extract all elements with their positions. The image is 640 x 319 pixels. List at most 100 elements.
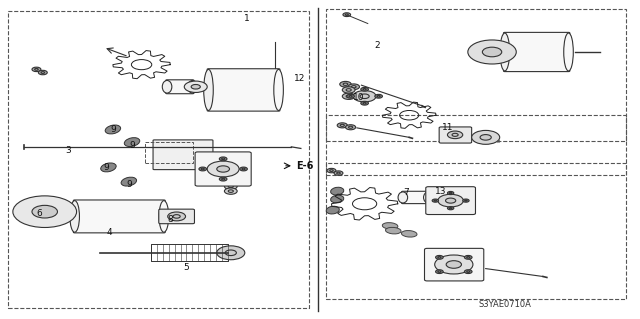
Ellipse shape <box>188 80 197 93</box>
Text: 4: 4 <box>107 228 113 237</box>
Circle shape <box>340 81 351 87</box>
Text: 6: 6 <box>36 209 42 218</box>
Text: 5: 5 <box>183 263 189 271</box>
Circle shape <box>222 180 227 183</box>
Circle shape <box>199 167 207 171</box>
Circle shape <box>218 178 231 185</box>
Circle shape <box>225 183 237 189</box>
Ellipse shape <box>500 33 509 71</box>
Text: E-6: E-6 <box>296 161 313 171</box>
FancyBboxPatch shape <box>439 127 472 143</box>
Ellipse shape <box>100 163 116 172</box>
Text: 13: 13 <box>435 187 447 196</box>
Circle shape <box>447 207 454 210</box>
Ellipse shape <box>163 80 172 93</box>
Ellipse shape <box>70 201 79 232</box>
Text: 7: 7 <box>403 188 409 197</box>
Text: S3YAE0710A: S3YAE0710A <box>478 300 531 309</box>
Circle shape <box>377 95 380 97</box>
Circle shape <box>363 102 366 104</box>
FancyBboxPatch shape <box>401 191 429 204</box>
Circle shape <box>191 85 200 89</box>
Circle shape <box>345 14 348 15</box>
Circle shape <box>207 161 239 177</box>
Circle shape <box>342 93 355 100</box>
Circle shape <box>465 270 472 273</box>
FancyBboxPatch shape <box>207 69 280 111</box>
Circle shape <box>445 198 456 203</box>
Circle shape <box>41 72 45 73</box>
Circle shape <box>337 172 340 174</box>
Circle shape <box>436 270 444 273</box>
Ellipse shape <box>401 231 417 237</box>
Circle shape <box>446 261 461 268</box>
Ellipse shape <box>105 125 120 134</box>
Circle shape <box>360 94 369 99</box>
Circle shape <box>436 256 444 259</box>
Circle shape <box>240 167 247 171</box>
Ellipse shape <box>331 187 344 195</box>
Ellipse shape <box>424 192 433 203</box>
Circle shape <box>483 47 502 57</box>
Circle shape <box>480 135 492 140</box>
Circle shape <box>351 85 356 88</box>
Text: ø: ø <box>497 139 500 144</box>
Circle shape <box>221 178 225 180</box>
Circle shape <box>330 170 333 171</box>
Text: 3: 3 <box>65 145 71 154</box>
Circle shape <box>343 83 348 85</box>
Circle shape <box>346 95 351 98</box>
Circle shape <box>463 199 469 202</box>
Ellipse shape <box>274 69 284 110</box>
FancyBboxPatch shape <box>424 249 484 281</box>
Circle shape <box>447 191 454 195</box>
FancyBboxPatch shape <box>504 33 570 71</box>
Ellipse shape <box>382 223 398 229</box>
Circle shape <box>363 89 366 90</box>
Text: 11: 11 <box>442 123 453 132</box>
Circle shape <box>361 87 369 91</box>
Circle shape <box>221 158 225 160</box>
Circle shape <box>342 87 355 93</box>
Circle shape <box>32 67 41 71</box>
Circle shape <box>327 168 336 173</box>
Circle shape <box>346 89 351 91</box>
Circle shape <box>434 200 436 201</box>
Circle shape <box>217 246 245 260</box>
Text: 8: 8 <box>168 215 173 224</box>
Circle shape <box>201 168 204 170</box>
Circle shape <box>340 124 344 126</box>
Text: 12: 12 <box>294 74 305 83</box>
Circle shape <box>35 69 38 70</box>
Circle shape <box>472 130 500 144</box>
Circle shape <box>349 126 353 128</box>
Circle shape <box>228 185 234 188</box>
Circle shape <box>220 157 227 161</box>
FancyBboxPatch shape <box>153 140 213 170</box>
Circle shape <box>346 125 356 130</box>
Circle shape <box>449 208 452 209</box>
FancyBboxPatch shape <box>159 209 195 224</box>
FancyBboxPatch shape <box>74 200 165 233</box>
Circle shape <box>353 91 376 102</box>
Circle shape <box>465 256 472 259</box>
Circle shape <box>216 167 239 178</box>
Circle shape <box>168 212 186 221</box>
Circle shape <box>334 171 343 175</box>
Text: 2: 2 <box>374 41 380 50</box>
Text: 9: 9 <box>104 163 109 172</box>
Circle shape <box>184 81 207 93</box>
Circle shape <box>38 70 47 75</box>
Circle shape <box>348 84 360 90</box>
Ellipse shape <box>159 201 169 232</box>
Circle shape <box>343 13 351 17</box>
Circle shape <box>467 271 470 272</box>
Circle shape <box>438 194 463 207</box>
Circle shape <box>375 94 383 98</box>
FancyBboxPatch shape <box>195 152 251 186</box>
Circle shape <box>220 177 227 181</box>
FancyBboxPatch shape <box>166 80 194 94</box>
Ellipse shape <box>124 137 140 146</box>
Circle shape <box>32 205 58 218</box>
Text: 9: 9 <box>126 180 132 189</box>
